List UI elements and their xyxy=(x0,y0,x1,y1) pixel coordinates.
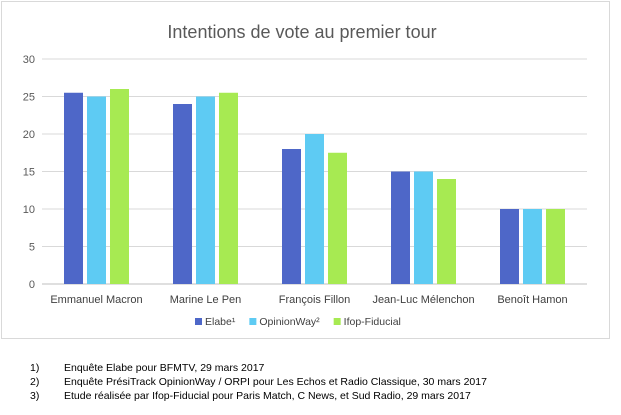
bar xyxy=(437,179,456,284)
y-axis-ticks: 0 5 10 15 20 25 30 xyxy=(23,54,35,291)
y-tick-label: 30 xyxy=(23,54,35,66)
legend-swatch xyxy=(195,318,202,325)
footnote-text: Enquête PrésiTrack OpinionWay / ORPI pou… xyxy=(64,376,487,388)
bar xyxy=(414,171,433,284)
bar xyxy=(110,89,129,284)
bar xyxy=(500,209,519,284)
bars xyxy=(64,89,565,284)
y-tick-label: 15 xyxy=(23,167,35,179)
category-labels: Emmanuel Macron Marine Le Pen François Fil… xyxy=(50,294,567,306)
y-tick-label: 25 xyxy=(23,92,35,104)
y-tick-label: 0 xyxy=(29,279,35,291)
legend-label: OpinionWay² xyxy=(259,316,320,328)
bar-chart: Intentions de vote au premier tour 0 5 10 1… xyxy=(23,22,587,328)
footnote-number: 2) xyxy=(30,376,40,388)
bar xyxy=(391,171,410,284)
category-label: François Fillon xyxy=(279,294,351,306)
footnote-number: 1) xyxy=(30,362,40,374)
footnote-3: 3) Etude réalisée par Ifop-Fiducial pour… xyxy=(30,389,487,403)
legend-swatch xyxy=(333,318,341,325)
bar xyxy=(282,149,301,284)
footnote-text: Enquête Elabe pour BFMTV, 29 mars 2017 xyxy=(64,362,265,374)
bar xyxy=(523,209,542,284)
footnote-number: 3) xyxy=(30,390,40,402)
chart-title: Intentions de vote au premier tour xyxy=(167,22,436,42)
legend-label: Ifop-Fiducial xyxy=(344,316,401,328)
bar xyxy=(173,104,192,284)
category-label: Benoît Hamon xyxy=(497,294,567,306)
footnote-2: 2) Enquête PrésiTrack OpinionWay / ORPI … xyxy=(30,375,487,389)
bar xyxy=(546,209,565,284)
category-label: Emmanuel Macron xyxy=(50,294,142,306)
bar xyxy=(196,96,215,284)
bar xyxy=(219,92,238,284)
y-tick-label: 5 xyxy=(29,242,35,254)
category-label: Jean-Luc Mélenchon xyxy=(372,294,474,306)
footnote-text: Etude réalisée par Ifop-Fiducial pour Pa… xyxy=(64,390,471,402)
bar xyxy=(328,152,347,284)
bar xyxy=(305,134,324,284)
bar xyxy=(64,92,83,284)
category-label: Marine Le Pen xyxy=(170,294,242,306)
y-tick-label: 10 xyxy=(23,204,35,216)
footnote-1: 1) Enquête Elabe pour BFMTV, 29 mars 201… xyxy=(30,361,487,375)
bar xyxy=(87,96,106,284)
y-tick-label: 20 xyxy=(23,129,35,141)
legend: Elabe¹ OpinionWay² Ifop-Fiducial xyxy=(195,316,401,328)
legend-swatch xyxy=(249,318,257,325)
legend-label: Elabe¹ xyxy=(205,316,236,328)
footnotes: 1) Enquête Elabe pour BFMTV, 29 mars 201… xyxy=(30,361,487,403)
chart-frame: Intentions de vote au premier tour 0 5 10 1… xyxy=(1,1,610,339)
